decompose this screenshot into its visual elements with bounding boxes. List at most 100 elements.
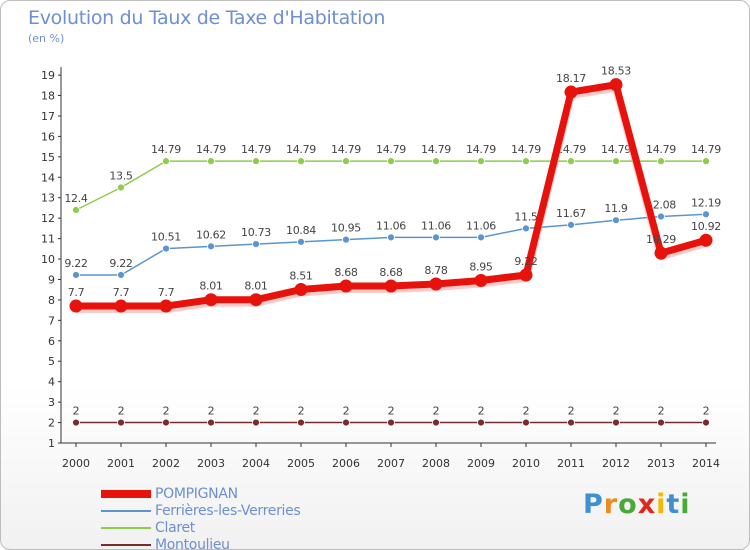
point-pompignan	[159, 299, 173, 313]
y-tick-label: 9	[48, 273, 55, 286]
data-label-claret: 14.79	[196, 143, 226, 156]
legend-label-pompignan: POMPIGNAN	[155, 485, 238, 502]
x-tick-label: 2000	[62, 457, 90, 470]
data-label-claret: 14.79	[421, 143, 451, 156]
y-tick-label: 15	[41, 151, 55, 164]
data-label-ferri-res-les-verreries: 11.06	[376, 219, 406, 232]
data-label-ferri-res-les-verreries: 11.06	[466, 219, 496, 232]
data-label-montoulieu: 2	[478, 405, 485, 418]
data-label-montoulieu: 2	[343, 405, 350, 418]
data-label-claret: 13.5	[109, 170, 133, 183]
data-label-pompignan: 18.17	[556, 72, 586, 85]
point-claret	[342, 157, 350, 166]
point-pompignan	[564, 85, 578, 99]
data-label-ferri-res-les-verreries: 10.84	[286, 224, 316, 237]
data-label-montoulieu: 2	[253, 405, 260, 418]
data-label-montoulieu: 2	[703, 405, 710, 418]
data-label-claret: 14.79	[466, 143, 496, 156]
y-tick-label: 3	[48, 396, 55, 409]
logo-letter: t	[666, 489, 681, 520]
point-pompignan	[114, 299, 128, 313]
x-tick-label: 2008	[422, 457, 450, 470]
y-tick-label: 1	[48, 437, 55, 450]
data-label-ferri-res-les-verreries: 11.5	[514, 210, 538, 223]
point-claret	[567, 157, 575, 166]
data-label-montoulieu: 2	[163, 405, 170, 418]
point-ferri-res-les-verreries	[342, 235, 350, 244]
data-label-pompignan: 10.92	[691, 220, 721, 233]
point-ferri-res-les-verreries	[162, 244, 170, 253]
point-pompignan	[249, 293, 263, 307]
point-pompignan	[519, 268, 533, 282]
x-tick-label: 2010	[512, 457, 540, 470]
point-claret	[207, 157, 215, 166]
logo-letter: x	[637, 489, 657, 520]
point-montoulieu	[612, 418, 620, 427]
data-label-ferri-res-les-verreries: 10.62	[196, 228, 226, 241]
point-ferri-res-les-verreries	[387, 233, 395, 242]
chart-title: Evolution du Taux de Taxe d'Habitation	[28, 7, 386, 29]
y-tick-label: 5	[48, 355, 55, 368]
data-label-claret: 12.4	[64, 192, 88, 205]
logo-letter: o	[618, 489, 638, 520]
point-pompignan	[609, 78, 623, 92]
logo-letter: i	[656, 489, 667, 520]
point-claret	[252, 157, 260, 166]
y-tick-label: 2	[48, 417, 55, 430]
data-label-ferri-res-les-verreries: 11.67	[556, 207, 586, 220]
y-tick-label: 8	[48, 294, 55, 307]
legend-swatch-claret	[101, 526, 151, 529]
data-label-claret: 14.79	[691, 143, 721, 156]
point-ferri-res-les-verreries	[522, 224, 530, 233]
data-label-ferri-res-les-verreries: 10.51	[151, 231, 181, 244]
point-claret	[297, 157, 305, 166]
data-label-montoulieu: 2	[613, 405, 620, 418]
data-label-ferri-res-les-verreries: 11.06	[421, 219, 451, 232]
logo-letter: P	[583, 489, 604, 520]
data-label-pompignan: 8.68	[334, 266, 358, 279]
data-label-pompignan: 8.01	[199, 280, 222, 293]
y-tick-label: 14	[41, 171, 55, 184]
point-ferri-res-les-verreries	[207, 242, 215, 251]
y-tick-label: 12	[41, 212, 55, 225]
data-label-pompignan: 18.53	[601, 65, 631, 78]
data-label-montoulieu: 2	[298, 405, 305, 418]
data-label-claret: 14.79	[376, 143, 406, 156]
legend-swatch-ferrieres	[101, 509, 151, 512]
data-label-claret: 14.79	[286, 143, 316, 156]
data-label-ferri-res-les-verreries: 10.73	[241, 226, 271, 239]
point-claret	[477, 157, 485, 166]
point-pompignan	[294, 282, 308, 296]
legend-label-ferrieres: Ferrières-les-Verreries	[155, 502, 301, 519]
y-tick-label: 6	[48, 335, 55, 348]
point-pompignan	[204, 293, 218, 307]
point-montoulieu	[297, 418, 305, 427]
point-ferri-res-les-verreries	[297, 237, 305, 246]
point-claret	[702, 157, 710, 166]
data-label-claret: 14.79	[646, 143, 676, 156]
y-tick-label: 17	[41, 110, 55, 123]
x-tick-label: 2006	[332, 457, 360, 470]
data-label-claret: 14.79	[331, 143, 361, 156]
x-tick-label: 2003	[197, 457, 225, 470]
data-label-montoulieu: 2	[388, 405, 395, 418]
point-claret	[72, 206, 80, 214]
data-label-montoulieu: 2	[568, 405, 575, 418]
logo-letter: i	[680, 489, 691, 520]
point-claret	[387, 157, 395, 166]
point-ferri-res-les-verreries	[117, 271, 125, 279]
y-tick-label: 11	[41, 233, 55, 246]
point-pompignan	[384, 279, 398, 293]
x-tick-label: 2005	[287, 457, 315, 470]
point-ferri-res-les-verreries	[252, 240, 260, 249]
point-montoulieu	[702, 418, 710, 427]
point-pompignan	[654, 246, 668, 260]
point-montoulieu	[522, 418, 530, 427]
point-ferri-res-les-verreries	[702, 210, 710, 219]
point-pompignan	[339, 279, 353, 293]
point-claret	[117, 183, 125, 192]
y-tick-label: 7	[48, 314, 55, 327]
data-label-montoulieu: 2	[433, 405, 440, 418]
point-montoulieu	[342, 418, 350, 427]
